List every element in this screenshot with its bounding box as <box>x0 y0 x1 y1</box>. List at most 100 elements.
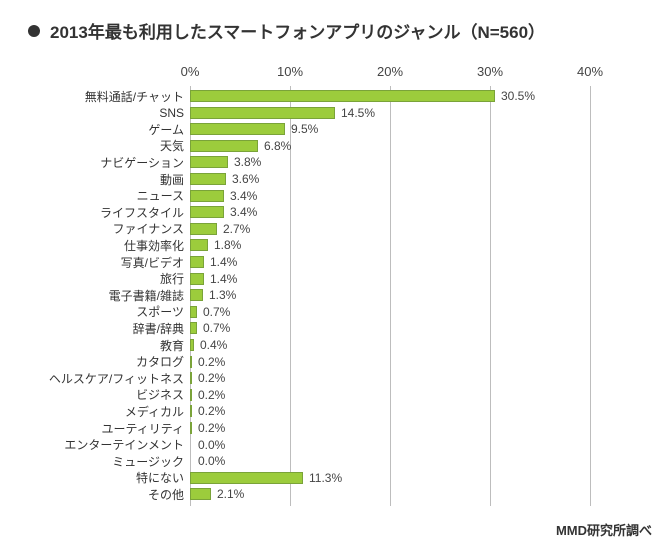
bar <box>190 372 192 384</box>
value-label: 0.2% <box>198 421 225 435</box>
category-label: 動画 <box>160 171 184 188</box>
bar-row: 仕事効率化1.8% <box>190 237 590 253</box>
category-label: ナビゲーション <box>100 154 184 171</box>
bar-row: 動画3.6% <box>190 171 590 187</box>
bar-row: スポーツ0.7% <box>190 304 590 320</box>
category-label: その他 <box>148 486 184 503</box>
bar-row: カタログ0.2% <box>190 354 590 370</box>
bar <box>190 206 224 218</box>
x-tick-label: 0% <box>181 64 200 79</box>
chart-container: 2013年最も利用したスマートフォンアプリのジャンル（N=560） 0% 10% 2… <box>0 0 672 551</box>
category-label: 辞書/辞典 <box>133 320 184 337</box>
value-label: 2.7% <box>223 222 250 236</box>
x-tick-label: 30% <box>477 64 503 79</box>
category-label: 写真/ビデオ <box>121 254 184 271</box>
category-label: 特にない <box>136 469 184 486</box>
value-label: 1.4% <box>210 255 237 269</box>
bar-row: 写真/ビデオ1.4% <box>190 254 590 270</box>
value-label: 0.0% <box>198 454 225 468</box>
category-label: ビジネス <box>136 386 184 403</box>
bar <box>190 488 211 500</box>
value-label: 6.8% <box>264 139 291 153</box>
bar-row: SNS14.5% <box>190 105 590 121</box>
bar-row: ヘルスケア/フィットネス0.2% <box>190 370 590 386</box>
bar-row: エンターテインメント0.0% <box>190 437 590 453</box>
value-label: 0.2% <box>198 355 225 369</box>
bar <box>190 90 495 102</box>
category-label: 無料通話/チャット <box>85 88 184 105</box>
value-label: 1.8% <box>214 238 241 252</box>
value-label: 1.4% <box>210 272 237 286</box>
bar <box>190 173 226 185</box>
category-label: 電子書籍/雑誌 <box>109 287 184 304</box>
bar <box>190 289 203 301</box>
bar-row: メディカル0.2% <box>190 403 590 419</box>
bar <box>190 306 197 318</box>
bar <box>190 273 204 285</box>
category-label: 教育 <box>160 337 184 354</box>
category-label: スポーツ <box>136 303 184 320</box>
chart-area: 0%10%20%30%40%無料通話/チャット30.5%SNS14.5%ゲーム9… <box>40 60 640 510</box>
category-label: ライフスタイル <box>100 204 184 221</box>
category-label: エンターテインメント <box>64 436 184 453</box>
value-label: 3.4% <box>230 205 257 219</box>
value-label: 14.5% <box>341 106 375 120</box>
category-label: ヘルスケア/フィットネス <box>49 370 184 387</box>
value-label: 3.8% <box>234 155 261 169</box>
value-label: 9.5% <box>291 122 318 136</box>
bar-row: 辞書/辞典0.7% <box>190 320 590 336</box>
plot-area: 0%10%20%30%40%無料通話/チャット30.5%SNS14.5%ゲーム9… <box>190 86 590 506</box>
bar-row: ファイナンス2.7% <box>190 221 590 237</box>
bar <box>190 405 192 417</box>
bar <box>190 322 197 334</box>
value-label: 0.2% <box>198 388 225 402</box>
grid-line <box>590 86 591 506</box>
credit-label: MMD研究所調べ <box>556 520 652 539</box>
bar <box>190 140 258 152</box>
category-label: ユーティリティ <box>101 420 184 437</box>
bar-row: 無料通話/チャット30.5% <box>190 88 590 104</box>
value-label: 1.3% <box>209 288 236 302</box>
bar-row: ゲーム9.5% <box>190 121 590 137</box>
bar <box>190 123 285 135</box>
bullet-icon <box>28 25 40 37</box>
bar-row: ミュージック0.0% <box>190 453 590 469</box>
bar-row: ビジネス0.2% <box>190 387 590 403</box>
title-row: 2013年最も利用したスマートフォンアプリのジャンル（N=560） <box>0 0 672 49</box>
bar <box>190 356 192 368</box>
value-label: 0.7% <box>203 321 230 335</box>
bar-row: 旅行1.4% <box>190 271 590 287</box>
bar <box>190 107 335 119</box>
category-label: ゲーム <box>148 121 184 138</box>
category-label: ニュース <box>137 187 184 204</box>
value-label: 11.3% <box>309 471 342 485</box>
chart-title: 2013年最も利用したスマートフォンアプリのジャンル（N=560） <box>50 18 545 43</box>
category-label: ミュージック <box>112 453 184 470</box>
category-label: メディカル <box>125 403 184 420</box>
bar <box>190 156 228 168</box>
value-label: 3.6% <box>232 172 259 186</box>
bar-row: 特にない11.3% <box>190 470 590 486</box>
bar <box>190 223 217 235</box>
value-label: 0.4% <box>200 338 227 352</box>
bar <box>190 190 224 202</box>
value-label: 0.7% <box>203 305 230 319</box>
bar-row: ナビゲーション3.8% <box>190 154 590 170</box>
bar-row: 天気6.8% <box>190 138 590 154</box>
category-label: 旅行 <box>160 270 184 287</box>
bar <box>190 472 303 484</box>
category-label: SNS <box>159 106 184 120</box>
x-tick-label: 40% <box>577 64 603 79</box>
value-label: 0.2% <box>198 371 225 385</box>
bar-row: ライフスタイル3.4% <box>190 204 590 220</box>
bar-row: 電子書籍/雑誌1.3% <box>190 287 590 303</box>
x-tick-label: 20% <box>377 64 403 79</box>
bar-row: 教育0.4% <box>190 337 590 353</box>
value-label: 0.0% <box>198 438 225 452</box>
bar <box>190 239 208 251</box>
value-label: 2.1% <box>217 487 244 501</box>
x-tick-label: 10% <box>277 64 303 79</box>
category-label: 天気 <box>160 137 184 154</box>
category-label: ファイナンス <box>112 220 184 237</box>
value-label: 30.5% <box>501 89 535 103</box>
